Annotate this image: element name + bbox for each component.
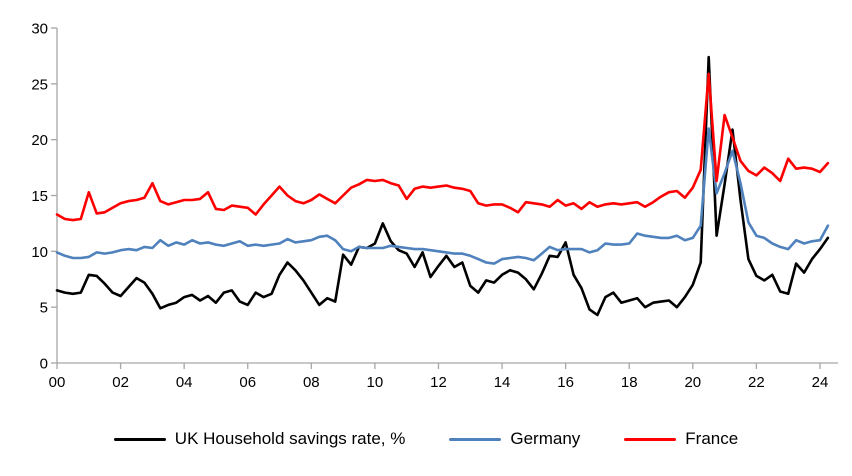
y-tick-label: 15 bbox=[31, 188, 48, 205]
legend-item-germany: Germany bbox=[449, 429, 580, 449]
x-tick-label: 06 bbox=[239, 374, 256, 391]
x-tick-label: 02 bbox=[112, 374, 129, 391]
x-tick-label: 20 bbox=[684, 374, 701, 391]
x-tick-label: 18 bbox=[621, 374, 638, 391]
germany-line-swatch bbox=[449, 437, 502, 441]
x-tick-label: 10 bbox=[367, 374, 384, 391]
x-tick-label: 00 bbox=[49, 374, 66, 391]
legend-label-france: France bbox=[685, 429, 739, 448]
legend-label-uk: UK Household savings rate, % bbox=[174, 429, 406, 448]
x-tick-label: 08 bbox=[303, 374, 320, 391]
y-tick-label: 30 bbox=[31, 21, 48, 38]
y-tick-label: 0 bbox=[40, 356, 48, 373]
x-tick-label: 12 bbox=[430, 374, 447, 391]
y-tick-label: 10 bbox=[31, 244, 48, 261]
x-tick-label: 04 bbox=[176, 374, 193, 391]
france-line-swatch bbox=[624, 437, 677, 441]
x-tick-label: 14 bbox=[494, 374, 511, 391]
legend-label-germany: Germany bbox=[510, 429, 581, 448]
uk-line-swatch bbox=[113, 437, 166, 441]
y-tick-label: 20 bbox=[31, 132, 48, 149]
y-tick-label: 5 bbox=[40, 300, 48, 317]
x-tick-label: 24 bbox=[812, 374, 829, 391]
series-line-0 bbox=[55, 55, 830, 317]
series-line-1 bbox=[55, 127, 830, 265]
y-tick-label: 25 bbox=[31, 76, 48, 93]
x-tick-label: 22 bbox=[748, 374, 765, 391]
chart-legend: UK Household savings rate, % Germany Fra… bbox=[0, 426, 852, 452]
legend-item-uk: UK Household savings rate, % bbox=[113, 429, 406, 449]
x-tick-label: 16 bbox=[557, 374, 574, 391]
series-line-2 bbox=[55, 72, 830, 222]
legend-item-france: France bbox=[624, 429, 738, 449]
